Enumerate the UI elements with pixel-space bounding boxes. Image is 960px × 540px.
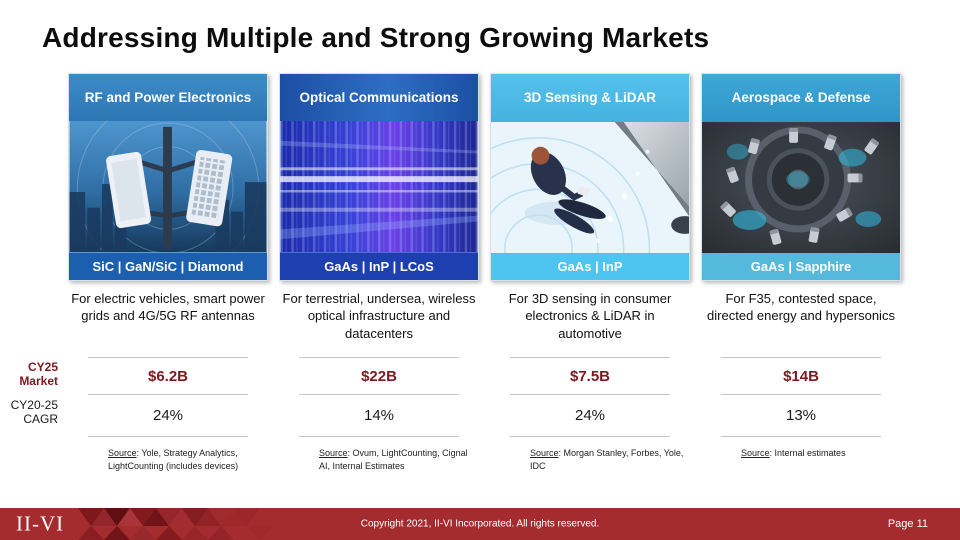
lidar-sensing-image xyxy=(491,121,689,254)
divider xyxy=(88,436,248,437)
divider xyxy=(721,394,881,395)
column-3d-sensing-lidar: 3D Sensing & LiDAR xyxy=(490,73,690,472)
market-value: $7.5B xyxy=(569,367,611,385)
cagr-value: 13% xyxy=(785,407,817,424)
row-label-cy25-market: CY25 Market xyxy=(0,360,58,389)
divider xyxy=(299,394,459,395)
market-card-title: 3D Sensing & LiDAR xyxy=(523,90,656,106)
market-card-title: Optical Communications xyxy=(299,90,459,106)
market-card-title: RF and Power Electronics xyxy=(84,90,252,106)
market-value: $22B xyxy=(361,367,397,385)
market-card-header: RF and Power Electronics xyxy=(69,74,267,122)
market-columns: RF and Power Electronics xyxy=(68,73,901,472)
divider xyxy=(299,436,459,437)
cagr-value: 24% xyxy=(152,407,184,424)
row-label-cy20-25: CY20-25 xyxy=(10,398,58,412)
footer-bar: II-VI Copyright 2021, II-VI Incorporated… xyxy=(0,508,960,540)
divider xyxy=(88,394,248,395)
source-note: Source: Internal estimates xyxy=(701,447,901,460)
column-optical-communications: Optical Communications xyxy=(279,73,479,472)
materials-text: GaAs | Sapphire xyxy=(750,259,852,275)
materials-bar: SiC | GaN/SiC | Diamond xyxy=(69,252,267,280)
materials-bar: GaAs | InP xyxy=(491,253,689,280)
market-card: RF and Power Electronics xyxy=(68,73,268,281)
divider xyxy=(721,357,881,358)
divider xyxy=(510,357,670,358)
page-number: Page 11 xyxy=(887,518,928,530)
copyright-text: Copyright 2021, II-VI Incorporated. All … xyxy=(360,518,600,530)
market-card: Optical Communications xyxy=(279,73,479,281)
source-text: : Ovum, LightCounting, Cignal AI, Intern… xyxy=(319,448,468,471)
market-value: $6.2B xyxy=(147,367,189,385)
rf-antenna-city-image xyxy=(69,121,267,253)
divider xyxy=(510,436,670,437)
datacenter-fiber-image xyxy=(280,121,478,253)
source-text: : Yole, Strategy Analytics, LightCountin… xyxy=(108,448,239,471)
market-card: 3D Sensing & LiDAR xyxy=(490,73,690,281)
source-label: Source xyxy=(741,448,770,458)
materials-bar: GaAs | InP | LCoS xyxy=(280,252,478,280)
materials-text: GaAs | InP xyxy=(557,259,623,275)
row-label-cy25: CY25 xyxy=(27,360,58,374)
divider xyxy=(299,357,459,358)
divider xyxy=(510,394,670,395)
row-label-market: Market xyxy=(19,373,58,388)
materials-bar: GaAs | Sapphire xyxy=(702,253,900,280)
market-description: For electric vehicles, smart power grids… xyxy=(71,291,265,324)
market-description: For F35, contested space, directed energ… xyxy=(707,291,895,324)
column-rf-power-electronics: RF and Power Electronics xyxy=(68,73,268,472)
market-value: $14B xyxy=(783,367,819,385)
market-card-title: Aerospace & Defense xyxy=(731,90,871,106)
market-card-header: 3D Sensing & LiDAR xyxy=(491,74,689,122)
row-label-cagr: CAGR xyxy=(23,411,58,426)
market-description: For 3D sensing in consumer electronics &… xyxy=(508,291,672,341)
materials-text: SiC | GaN/SiC | Diamond xyxy=(92,259,244,275)
source-note: Source: Yole, Strategy Analytics, LightC… xyxy=(68,447,268,472)
source-label: Source xyxy=(319,448,348,458)
source-label: Source xyxy=(530,448,559,458)
column-aerospace-defense: Aerospace & Defense xyxy=(701,73,901,472)
market-description: For terrestrial, undersea, wireless opti… xyxy=(282,291,476,341)
cagr-value: 14% xyxy=(363,407,395,424)
row-label-cy20-25-cagr: CY20-25 CAGR xyxy=(0,398,58,427)
market-card-header: Aerospace & Defense xyxy=(702,74,900,122)
ii-vi-logo: II-VI xyxy=(16,511,65,536)
divider xyxy=(88,357,248,358)
source-note: Source: Ovum, LightCounting, Cignal AI, … xyxy=(279,447,479,472)
page-title: Addressing Multiple and Strong Growing M… xyxy=(42,22,710,53)
market-card: Aerospace & Defense xyxy=(701,73,901,281)
optics-assembly-image xyxy=(702,121,900,254)
materials-text: GaAs | InP | LCoS xyxy=(324,259,434,275)
market-card-header: Optical Communications xyxy=(280,74,478,122)
source-label: Source xyxy=(108,448,137,458)
source-text: : Morgan Stanley, Forbes, Yole, IDC xyxy=(530,448,684,471)
divider xyxy=(721,436,881,437)
footer-triangle-pattern-decoration xyxy=(78,508,273,540)
cagr-value: 24% xyxy=(574,407,606,424)
source-text: : Internal estimates xyxy=(769,448,846,458)
source-note: Source: Morgan Stanley, Forbes, Yole, ID… xyxy=(490,447,690,472)
